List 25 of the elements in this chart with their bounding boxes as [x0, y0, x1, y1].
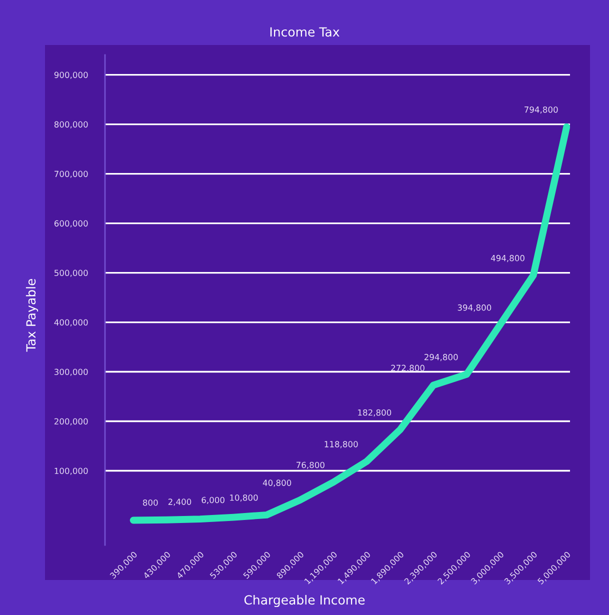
chart-title: Income Tax [270, 27, 340, 37]
y-tick-label: 500,000 [54, 270, 88, 277]
data-label: 800 [142, 499, 158, 506]
y-tick-label: 700,000 [54, 170, 88, 178]
data-label: 76,800 [296, 462, 324, 469]
y-tick-label: 200,000 [54, 418, 88, 426]
data-label: 40,800 [262, 480, 292, 487]
y-axis-title: Tax Payable [26, 278, 38, 352]
data-label: 2,400 [168, 498, 192, 506]
data-label: 294,800 [424, 354, 458, 362]
data-label: 10,800 [230, 494, 258, 502]
data-label: 118,800 [324, 441, 358, 448]
y-tick-label: 800,000 [54, 121, 88, 128]
y-tick-label: 600,000 [54, 220, 88, 228]
data-label: 6,000 [202, 496, 224, 504]
x-axis-title: Chargeable Income [244, 594, 365, 608]
y-tick-label: 400,000 [54, 319, 88, 326]
y-tick-label: 300,000 [54, 368, 88, 376]
data-label: 182,800 [358, 409, 392, 417]
data-label: 394,800 [458, 304, 492, 312]
y-tick-label: 100,000 [54, 468, 88, 475]
y-tick-label: 900,000 [54, 72, 88, 79]
data-label: 494,800 [490, 254, 524, 262]
data-label: 794,800 [524, 106, 558, 114]
data-label: 272,800 [391, 364, 424, 372]
